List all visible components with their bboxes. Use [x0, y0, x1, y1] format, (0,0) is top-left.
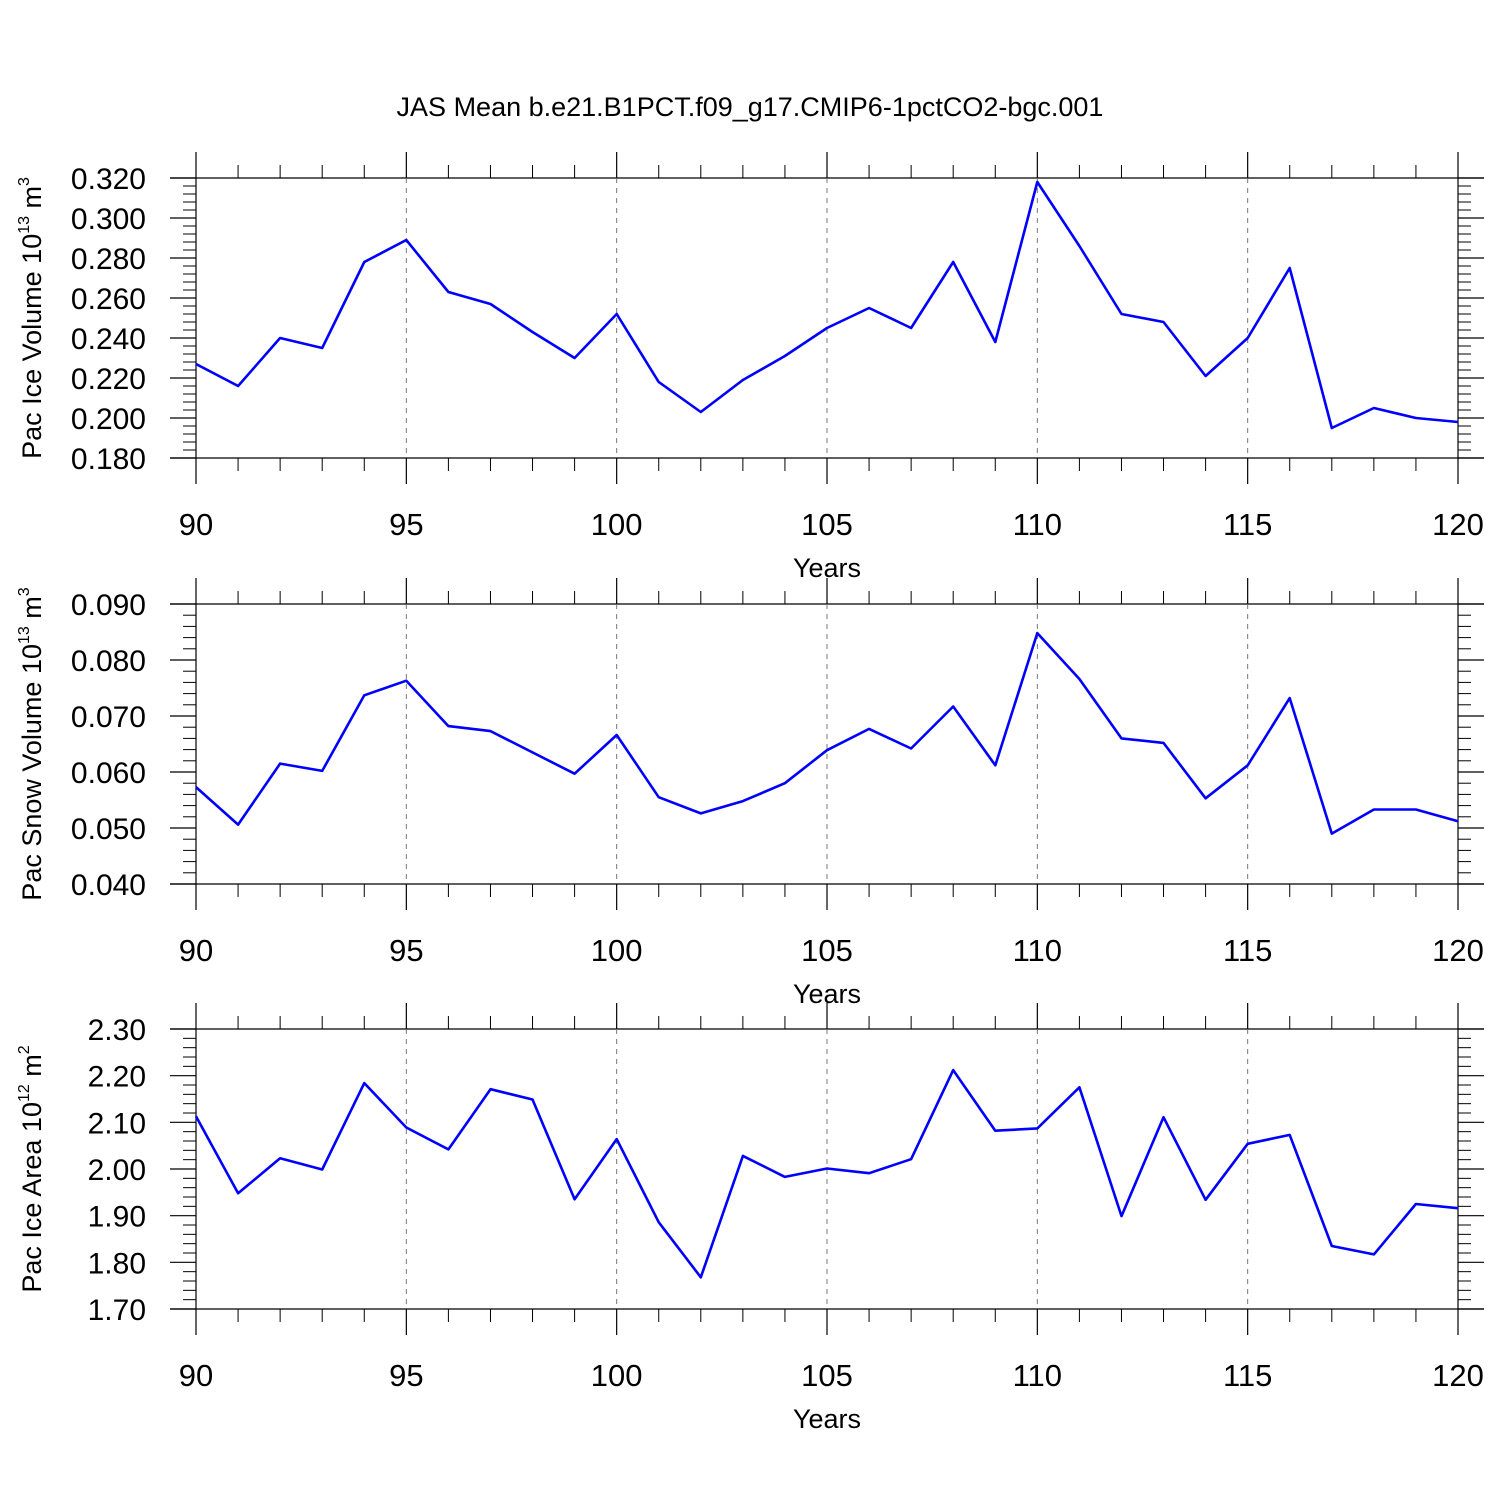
panel-3: 90 95 100 105 110 115 120 1.70 1.80 1.90 2.00 2.10 2…: [16, 1003, 1484, 1434]
y-axis-label-superscript: 12: [16, 1084, 33, 1102]
y-tick-label: 0.300: [71, 203, 146, 236]
panel-2: 90 95 100 105 110 115 120 0.040 0.050 0.060 0.070 0…: [16, 578, 1484, 1009]
x-tick-label: 90: [179, 933, 213, 968]
y-tick-label: 1.90: [88, 1201, 146, 1234]
y-tick-label: 0.070: [71, 701, 146, 734]
x-tick-label: 120: [1432, 933, 1484, 968]
x-tick-label: 95: [389, 1358, 423, 1393]
y-tick-label: 0.060: [71, 757, 146, 790]
x-tick-label: 105: [801, 507, 853, 542]
panel-1: 90 95 100 105 110 115 120 0.180 0.200 0.220 0.240 0…: [16, 152, 1484, 583]
x-tick-label: 120: [1432, 507, 1484, 542]
y-tick-label: 0.240: [71, 323, 146, 356]
x-axis-label: Years: [793, 1404, 861, 1434]
y-axis-label-part: m: [17, 186, 47, 216]
y-tick-label: 0.090: [71, 589, 146, 622]
y-axis-label-superscript: 2: [16, 1045, 33, 1054]
y-axis-label: Pac Ice Area 1012 m2: [16, 1045, 47, 1292]
x-tick-label: 100: [591, 933, 643, 968]
x-tick-label: 105: [801, 933, 853, 968]
y-axis-label-part: m: [17, 1054, 47, 1084]
x-tick-label: 100: [591, 507, 643, 542]
x-tick-label: 105: [801, 1358, 853, 1393]
x-tick-label: 90: [179, 507, 213, 542]
y-tick-label: 0.040: [71, 869, 146, 902]
x-tick-label: 115: [1223, 933, 1272, 968]
panels: 90 95 100 105 110 115 120 0.180 0.200 0.220 0.240 0…: [16, 152, 1484, 1434]
y-tick-label: 0.050: [71, 813, 146, 846]
y-axis-label-superscript: 13: [16, 216, 33, 234]
y-tick-label: 0.200: [71, 403, 146, 436]
y-tick-label: 2.00: [88, 1154, 146, 1187]
series-line: [194, 1068, 1459, 1279]
y-axis-label-superscript: 3: [16, 587, 33, 596]
y-tick-label: 0.260: [71, 283, 146, 316]
y-tick-label: 1.70: [88, 1294, 146, 1327]
y-tick-label: 0.080: [71, 645, 146, 678]
y-axis-label-part: m: [17, 596, 47, 626]
y-axis-label-part: Pac Ice Area 10: [17, 1102, 47, 1293]
y-axis-label-part: Pac Ice Volume 10: [17, 234, 47, 459]
x-tick-label: 115: [1223, 1358, 1272, 1393]
series-line: [195, 631, 1459, 835]
figure-title: JAS Mean b.e21.B1PCT.f09_g17.CMIP6-1pctC…: [397, 92, 1104, 122]
y-tick-label: 0.280: [71, 243, 146, 276]
y-tick-label: 0.220: [71, 363, 146, 396]
x-tick-label: 95: [389, 507, 423, 542]
x-tick-label: 95: [389, 933, 423, 968]
series-line: [195, 180, 1459, 430]
x-tick-label: 110: [1013, 933, 1062, 968]
axes: 90 95 100 105 110 115 120 0.180 0.200 0.220 0.240 0…: [16, 152, 1484, 583]
y-axis-label-superscript: 13: [16, 626, 33, 644]
x-tick-label: 115: [1223, 507, 1272, 542]
y-axis-label-superscript: 3: [16, 177, 33, 186]
x-tick-label: 120: [1432, 1358, 1484, 1393]
y-tick-label: 2.10: [88, 1107, 146, 1140]
y-axis-label: Pac Ice Volume 1013 m3: [16, 177, 47, 459]
x-tick-label: 110: [1013, 507, 1062, 542]
y-tick-label: 0.180: [71, 443, 146, 476]
y-tick-label: 0.320: [71, 163, 146, 196]
x-tick-label: 110: [1013, 1358, 1062, 1393]
y-tick-label: 2.30: [88, 1014, 146, 1047]
y-axis-label-part: Pac Snow Volume 10: [17, 644, 47, 901]
y-axis-label: Pac Snow Volume 1013 m3: [16, 587, 47, 900]
y-tick-label: 2.20: [88, 1061, 146, 1094]
x-tick-label: 90: [179, 1358, 213, 1393]
axes: 90 95 100 105 110 115 120 1.70 1.80 1.90 2.00 2.10 2…: [16, 1003, 1484, 1434]
x-tick-label: 100: [591, 1358, 643, 1393]
y-tick-label: 1.80: [88, 1247, 146, 1280]
axes: 90 95 100 105 110 115 120 0.040 0.050 0.060 0.070 0…: [16, 578, 1484, 1009]
